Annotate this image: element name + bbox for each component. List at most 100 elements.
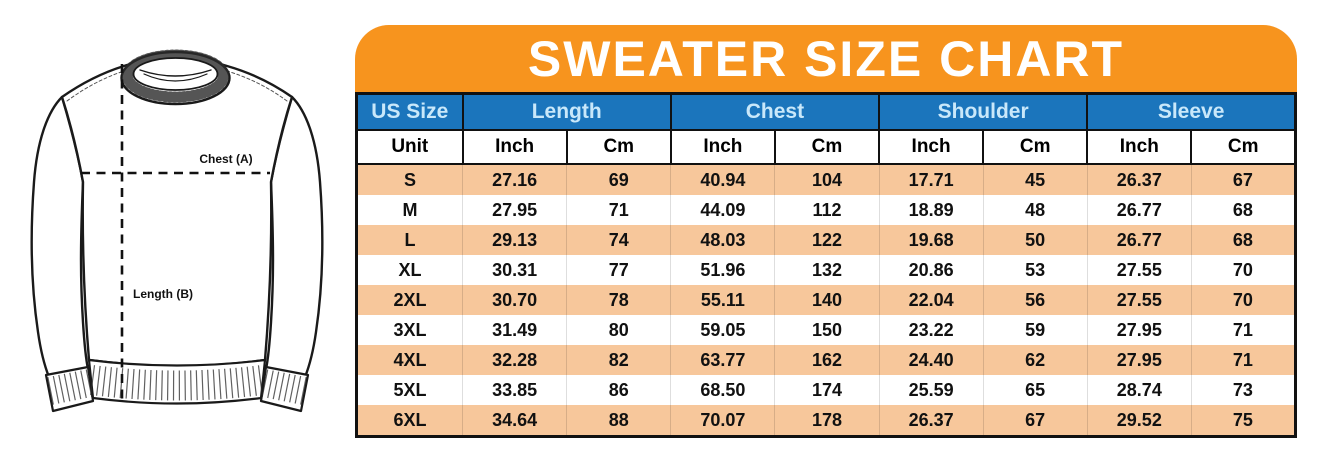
value-cell: 27.16 xyxy=(462,164,567,195)
value-cell: 67 xyxy=(982,405,1088,437)
table-row: 5XL 33.85 86 68.50 174 25.59 65 28.74 73 xyxy=(356,375,1296,405)
value-cell: 70.07 xyxy=(670,405,775,437)
value-cell: 27.95 xyxy=(1086,345,1192,375)
unit-length-inch: Inch xyxy=(461,129,568,165)
group-header-row: US Size Length Chest Shoulder Sleeve xyxy=(355,92,1297,131)
unit-label: Unit xyxy=(355,129,464,165)
value-cell: 71 xyxy=(1190,345,1296,375)
value-cell: 25.59 xyxy=(878,375,984,405)
value-cell: 71 xyxy=(566,195,671,225)
value-cell: 31.49 xyxy=(462,315,567,345)
table-row: 6XL 34.64 88 70.07 178 26.37 67 29.52 75 xyxy=(356,405,1296,437)
value-cell: 74 xyxy=(566,225,671,255)
value-cell: 104 xyxy=(774,164,880,195)
value-cell: 122 xyxy=(774,225,880,255)
value-cell: 63.77 xyxy=(670,345,775,375)
table-row: S 27.16 69 40.94 104 17.71 45 26.37 67 xyxy=(356,164,1296,195)
unit-sleeve-inch: Inch xyxy=(1086,129,1193,165)
table-row: M 27.95 71 44.09 112 18.89 48 26.77 68 xyxy=(356,195,1296,225)
value-cell: 88 xyxy=(566,405,671,437)
value-cell: 29.13 xyxy=(462,225,567,255)
value-cell: 68 xyxy=(1190,225,1296,255)
value-cell: 24.40 xyxy=(878,345,984,375)
value-cell: 32.28 xyxy=(462,345,567,375)
value-cell: 17.71 xyxy=(878,164,984,195)
value-cell: 150 xyxy=(774,315,880,345)
page-title: SWEATER SIZE CHART xyxy=(527,30,1125,87)
value-cell: 59.05 xyxy=(670,315,775,345)
header-sleeve: Sleeve xyxy=(1086,92,1297,131)
value-cell: 68.50 xyxy=(670,375,775,405)
value-cell: 22.04 xyxy=(878,285,984,315)
value-cell: 86 xyxy=(566,375,671,405)
size-cell: M xyxy=(402,199,418,220)
title-banner: SWEATER SIZE CHART xyxy=(355,25,1297,92)
table-row: 4XL 32.28 82 63.77 162 24.40 62 27.95 71 xyxy=(356,345,1296,375)
size-cell: 3XL xyxy=(393,319,427,340)
value-cell: 59 xyxy=(982,315,1088,345)
size-cell: 5XL xyxy=(393,379,427,400)
value-cell: 44.09 xyxy=(670,195,775,225)
value-cell: 50 xyxy=(982,225,1088,255)
size-chart-panel: SWEATER SIZE CHART US Size Length Chest … xyxy=(355,25,1297,438)
unit-header-row: Unit Inch Cm Inch Cm Inch Cm Inch Cm xyxy=(355,129,1297,165)
value-cell: 62 xyxy=(982,345,1088,375)
size-table-body: S 27.16 69 40.94 104 17.71 45 26.37 67 M 27.95 71 44… xyxy=(356,164,1296,437)
value-cell: 27.95 xyxy=(462,195,567,225)
value-cell: 30.70 xyxy=(462,285,567,315)
value-cell: 56 xyxy=(982,285,1088,315)
value-cell: 19.68 xyxy=(878,225,984,255)
unit-shoulder-inch: Inch xyxy=(878,129,985,165)
value-cell: 69 xyxy=(566,164,671,195)
unit-shoulder-cm: Cm xyxy=(982,129,1089,165)
size-cell: 4XL xyxy=(393,349,427,370)
header-us-size: US Size xyxy=(355,92,464,131)
value-cell: 75 xyxy=(1190,405,1296,437)
size-table: US Size Length Chest Shoulder Sleeve Uni… xyxy=(355,92,1297,438)
value-cell: 40.94 xyxy=(670,164,775,195)
value-cell: 132 xyxy=(774,255,880,285)
chest-measure-label: Chest (A) xyxy=(199,152,252,166)
unit-length-cm: Cm xyxy=(565,129,672,165)
size-cell: XL xyxy=(398,259,422,280)
value-cell: 26.37 xyxy=(878,405,984,437)
value-cell: 45 xyxy=(982,164,1088,195)
value-cell: 70 xyxy=(1190,285,1296,315)
length-measure-label: Length (B) xyxy=(133,287,193,301)
size-cell: 2XL xyxy=(393,289,427,310)
value-cell: 27.95 xyxy=(1086,315,1192,345)
value-cell: 53 xyxy=(982,255,1088,285)
table-row: 3XL 31.49 80 59.05 150 23.22 59 27.95 71 xyxy=(356,315,1296,345)
value-cell: 178 xyxy=(774,405,880,437)
value-cell: 162 xyxy=(774,345,880,375)
value-cell: 67 xyxy=(1190,164,1296,195)
unit-chest-inch: Inch xyxy=(669,129,776,165)
value-cell: 80 xyxy=(566,315,671,345)
value-cell: 77 xyxy=(566,255,671,285)
value-cell: 30.31 xyxy=(462,255,567,285)
size-cell: L xyxy=(404,229,416,250)
header-shoulder: Shoulder xyxy=(878,92,1089,131)
value-cell: 48.03 xyxy=(670,225,775,255)
value-cell: 34.64 xyxy=(462,405,567,437)
value-cell: 27.55 xyxy=(1086,285,1192,315)
header-chest: Chest xyxy=(669,92,881,131)
value-cell: 68 xyxy=(1190,195,1296,225)
value-cell: 18.89 xyxy=(878,195,984,225)
value-cell: 20.86 xyxy=(878,255,984,285)
table-row: XL 30.31 77 51.96 132 20.86 53 27.55 70 xyxy=(356,255,1296,285)
value-cell: 174 xyxy=(774,375,880,405)
table-row: L 29.13 74 48.03 122 19.68 50 26.77 68 xyxy=(356,225,1296,255)
value-cell: 23.22 xyxy=(878,315,984,345)
value-cell: 65 xyxy=(982,375,1088,405)
value-cell: 26.77 xyxy=(1086,225,1192,255)
value-cell: 51.96 xyxy=(670,255,775,285)
value-cell: 73 xyxy=(1190,375,1296,405)
size-cell: S xyxy=(404,169,417,190)
value-cell: 29.52 xyxy=(1086,405,1192,437)
value-cell: 48 xyxy=(982,195,1088,225)
value-cell: 28.74 xyxy=(1086,375,1192,405)
sweater-diagram: Chest (A) Length (B) xyxy=(30,49,324,413)
value-cell: 33.85 xyxy=(462,375,567,405)
